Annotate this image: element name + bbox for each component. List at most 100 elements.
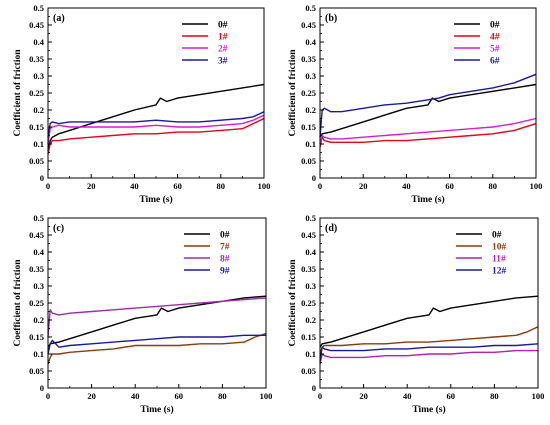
chart-panel-1: 0 0.05 0.1 0.15 0.2 0.25 0.3 0.35 0.4 0.45 0.5 0 20 4… bbox=[13, 3, 270, 205]
y-tick-label: 0.2 bbox=[305, 315, 316, 325]
legend-label: 10# bbox=[492, 243, 507, 253]
x-tick-label: 60 bbox=[445, 181, 454, 191]
series-line-7 bbox=[47, 332, 267, 365]
legend: 0# 4# 5# 6# bbox=[454, 21, 500, 67]
series-line-0 bbox=[319, 295, 539, 348]
y-tick-label: 0.3 bbox=[305, 281, 316, 291]
series-line-5 bbox=[319, 117, 537, 145]
y-tick-label: 0.3 bbox=[33, 281, 44, 291]
legend-label: 3# bbox=[218, 57, 228, 67]
x-axis-title: Time (s) bbox=[411, 194, 444, 205]
plot-frame bbox=[319, 7, 537, 179]
legend-label: 6# bbox=[490, 57, 500, 67]
y-axis-title: Coefficient of friction bbox=[13, 259, 23, 347]
legend-label: 12# bbox=[492, 267, 507, 277]
y-tick-label: 0 bbox=[40, 173, 44, 183]
x-tick-label: 100 bbox=[258, 181, 271, 191]
chart-panel-4: 0 0.05 0.1 0.15 0.2 0.25 0.3 0.35 0.4 0.45 0.5 0 20 4… bbox=[288, 213, 544, 415]
x-tick-label: 80 bbox=[218, 391, 227, 401]
y-tick-label: 0.35 bbox=[29, 264, 44, 274]
panel-label: (a) bbox=[53, 13, 65, 24]
x-tick-label: 80 bbox=[217, 181, 226, 191]
y-tick-label: 0.4 bbox=[305, 37, 316, 47]
y-tick-label: 0 bbox=[312, 173, 316, 183]
x-axis-title: Time (s) bbox=[140, 404, 173, 415]
y-tick-label: 0.2 bbox=[33, 105, 44, 115]
y-tick-label: 0 bbox=[312, 383, 316, 393]
y-tick-label: 0.5 bbox=[33, 3, 44, 13]
y-tick-label: 0.25 bbox=[29, 88, 44, 98]
x-tick-label: 0 bbox=[46, 391, 50, 401]
y-tick-label: 0.45 bbox=[301, 20, 316, 30]
panel-label: (b) bbox=[325, 13, 337, 24]
x-tick-label: 20 bbox=[359, 181, 368, 191]
y-tick-label: 0.25 bbox=[301, 88, 316, 98]
legend: 0# 1# 2# 3# bbox=[182, 21, 228, 67]
legend-label: 0# bbox=[218, 21, 228, 31]
legend-label: 8# bbox=[220, 255, 230, 265]
plot-frame bbox=[47, 7, 265, 179]
x-tick-label: 80 bbox=[489, 181, 498, 191]
series-line-4 bbox=[319, 122, 537, 148]
plot-frame bbox=[47, 217, 267, 389]
x-tick-label: 60 bbox=[175, 391, 184, 401]
legend: 0# 10# 11# 12# bbox=[456, 231, 507, 277]
x-tick-label: 100 bbox=[532, 391, 545, 401]
y-tick-label: 0.05 bbox=[29, 156, 44, 166]
y-tick-label: 0.25 bbox=[301, 298, 316, 308]
legend-label: 7# bbox=[220, 243, 230, 253]
series-line-10 bbox=[319, 326, 539, 355]
legend-label: 5# bbox=[490, 45, 500, 55]
y-tick-label: 0.05 bbox=[301, 156, 316, 166]
y-tick-label: 0.2 bbox=[33, 315, 44, 325]
y-tick-label: 0.15 bbox=[29, 332, 44, 342]
x-tick-label: 40 bbox=[402, 181, 411, 191]
y-tick-label: 0.4 bbox=[305, 247, 316, 257]
panel-label: (c) bbox=[53, 223, 64, 234]
y-tick-label: 0.45 bbox=[29, 230, 44, 240]
y-tick-label: 0.5 bbox=[305, 213, 316, 223]
y-axis-title: Coefficient of friction bbox=[288, 259, 298, 347]
y-tick-label: 0.1 bbox=[305, 349, 316, 359]
y-tick-label: 0.4 bbox=[33, 37, 44, 47]
y-tick-label: 0.5 bbox=[305, 3, 316, 13]
x-axis-title: Time (s) bbox=[412, 404, 445, 415]
y-tick-label: 0.35 bbox=[301, 264, 316, 274]
x-tick-label: 40 bbox=[131, 391, 140, 401]
legend-label: 2# bbox=[218, 45, 228, 55]
y-tick-label: 0.45 bbox=[301, 230, 316, 240]
y-axis-title: Coefficient of friction bbox=[13, 49, 23, 137]
legend-label: 11# bbox=[492, 255, 506, 265]
y-tick-label: 0.4 bbox=[33, 247, 44, 257]
x-tick-label: 60 bbox=[173, 181, 182, 191]
x-tick-label: 100 bbox=[530, 181, 543, 191]
y-tick-label: 0.35 bbox=[29, 54, 44, 64]
series-line-9 bbox=[47, 334, 266, 355]
legend-label: 1# bbox=[218, 33, 228, 43]
series-line-12 bbox=[319, 343, 539, 361]
legend-label: 9# bbox=[220, 267, 230, 277]
x-tick-label: 60 bbox=[447, 391, 456, 401]
y-tick-label: 0.05 bbox=[29, 366, 44, 376]
series-line-8 bbox=[47, 297, 267, 338]
y-tick-label: 0.1 bbox=[33, 349, 44, 359]
series-line-2 bbox=[47, 114, 265, 145]
x-tick-label: 40 bbox=[130, 181, 139, 191]
series-line-1 bbox=[47, 117, 265, 155]
x-tick-label: 20 bbox=[87, 181, 96, 191]
legend-label: 0# bbox=[490, 21, 500, 31]
y-axis-title: Coefficient of friction bbox=[288, 49, 298, 137]
x-tick-label: 0 bbox=[46, 181, 50, 191]
x-tick-label: 20 bbox=[359, 391, 368, 401]
y-tick-label: 0.15 bbox=[29, 122, 44, 132]
series-line-0 bbox=[47, 83, 265, 151]
series-line-0 bbox=[47, 295, 267, 348]
y-tick-label: 0 bbox=[40, 383, 44, 393]
legend: 0# 7# 8# 9# bbox=[184, 231, 230, 277]
x-tick-label: 0 bbox=[318, 181, 322, 191]
chart-panel-2: 0 0.05 0.1 0.15 0.2 0.25 0.3 0.35 0.4 0.45 0.5 0 20 4… bbox=[288, 3, 542, 205]
x-tick-label: 100 bbox=[260, 391, 273, 401]
legend-label: 0# bbox=[492, 231, 502, 241]
x-axis-title: Time (s) bbox=[139, 194, 172, 205]
